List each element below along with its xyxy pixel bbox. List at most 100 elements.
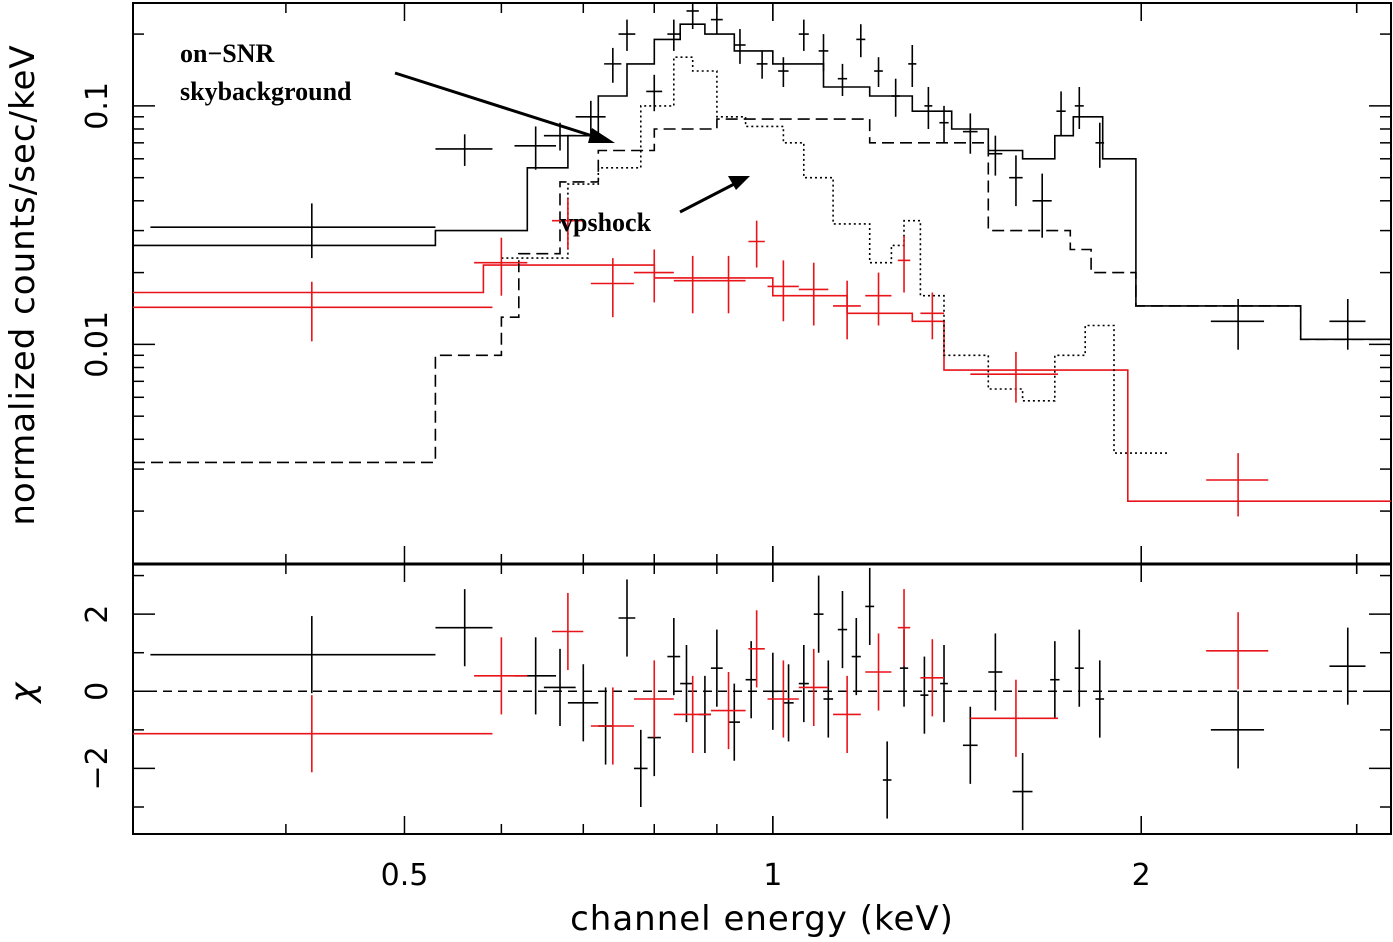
data-point — [962, 113, 978, 154]
data-point — [756, 50, 768, 79]
residual-point — [150, 616, 436, 694]
residual-point — [1074, 629, 1084, 707]
data-point — [633, 249, 674, 303]
residual-point — [920, 656, 929, 734]
data-point — [514, 126, 557, 170]
annotation-on-snr: on−SNR — [180, 39, 275, 68]
tick-labels: 0.5 1 2 0.01 0.1 −2 0 2 — [80, 82, 1151, 893]
residual-point — [1210, 691, 1265, 769]
residual-point — [798, 645, 809, 723]
residual-point — [897, 589, 911, 667]
residual-point — [667, 618, 681, 696]
residual-y-tick-label: 0 — [80, 682, 115, 701]
residual-point — [851, 618, 861, 696]
data-point — [435, 134, 493, 166]
arrow-skybackground — [394, 71, 615, 143]
data-point — [575, 100, 606, 136]
residual-point — [962, 706, 978, 784]
data-point — [552, 198, 584, 250]
data-point — [818, 34, 829, 72]
data-point — [897, 235, 911, 293]
data-point — [778, 57, 789, 87]
data-point — [748, 220, 765, 268]
residual-point — [1095, 660, 1105, 738]
data-point — [150, 203, 436, 259]
residual-point — [833, 675, 861, 753]
residual-point — [1206, 612, 1269, 690]
residual-point — [543, 648, 576, 726]
data-point — [1056, 91, 1066, 136]
x-axis-label: channel energy (keV) — [570, 899, 954, 939]
residual-point — [970, 679, 1058, 757]
data-point — [798, 262, 829, 326]
residual-point — [673, 675, 711, 753]
residual-point — [767, 652, 779, 730]
x-tick-label: 1 — [763, 858, 782, 893]
residual-point — [940, 645, 948, 723]
residual-point — [680, 645, 693, 723]
residual-point — [590, 687, 634, 765]
data-point — [1032, 173, 1052, 238]
residual-point — [1329, 627, 1366, 705]
annotation-skybackground: skybackground — [180, 77, 352, 106]
data-point — [1329, 298, 1366, 350]
residual-point — [710, 629, 723, 707]
data-point — [604, 47, 622, 83]
residual-point — [745, 641, 757, 719]
residual-point — [798, 648, 829, 726]
data-point — [798, 19, 809, 51]
residual-point — [783, 664, 794, 742]
residual-axis-label: χ — [3, 681, 43, 705]
data-point — [543, 122, 576, 151]
data-point — [1074, 86, 1084, 129]
data-point — [710, 6, 723, 35]
residual-y-tick-label: −2 — [80, 746, 115, 790]
data-point — [1009, 155, 1023, 207]
axis-ticks — [132, 3, 1391, 834]
data-point — [686, 3, 699, 30]
x-tick-label: 2 — [1132, 858, 1151, 893]
residual-point — [920, 639, 945, 717]
data-point — [590, 258, 634, 318]
annotation-vpshock: vpshock — [560, 208, 652, 237]
data-point — [474, 237, 528, 296]
data-point — [646, 74, 663, 112]
residual-point — [710, 672, 746, 750]
data-point — [865, 272, 892, 326]
data-point — [1206, 453, 1269, 517]
residual-point — [633, 660, 674, 738]
residual-point — [552, 592, 584, 671]
data-point — [833, 280, 861, 340]
residual-point — [474, 637, 528, 715]
residual-point — [882, 741, 892, 819]
data-point — [710, 255, 746, 314]
residual-point — [618, 579, 636, 657]
residual-point — [1012, 753, 1033, 831]
residual-point — [728, 683, 740, 761]
residual-point — [823, 660, 834, 738]
data-point — [673, 255, 711, 314]
data-point — [874, 57, 883, 87]
data-point — [133, 281, 493, 342]
data-point — [767, 260, 799, 322]
data-point — [970, 351, 1058, 403]
data-point — [837, 63, 848, 97]
residual-point — [567, 664, 599, 742]
data-point — [618, 19, 636, 51]
model-total-model-background — [133, 264, 1391, 502]
data-point — [939, 105, 949, 143]
arrow-vpshock — [679, 176, 750, 214]
residual-point — [435, 589, 493, 667]
residual-point — [633, 729, 648, 807]
data-point — [734, 29, 746, 64]
residual-panel-frame — [132, 563, 1392, 835]
data-point — [908, 44, 917, 87]
x-tick-label: 0.5 — [381, 858, 429, 893]
model-total-model-on-snr — [133, 23, 1391, 341]
data-point — [920, 292, 945, 340]
data-point — [1095, 122, 1105, 168]
data-point — [988, 135, 1003, 176]
data-point — [891, 78, 900, 117]
data-point — [856, 24, 866, 58]
